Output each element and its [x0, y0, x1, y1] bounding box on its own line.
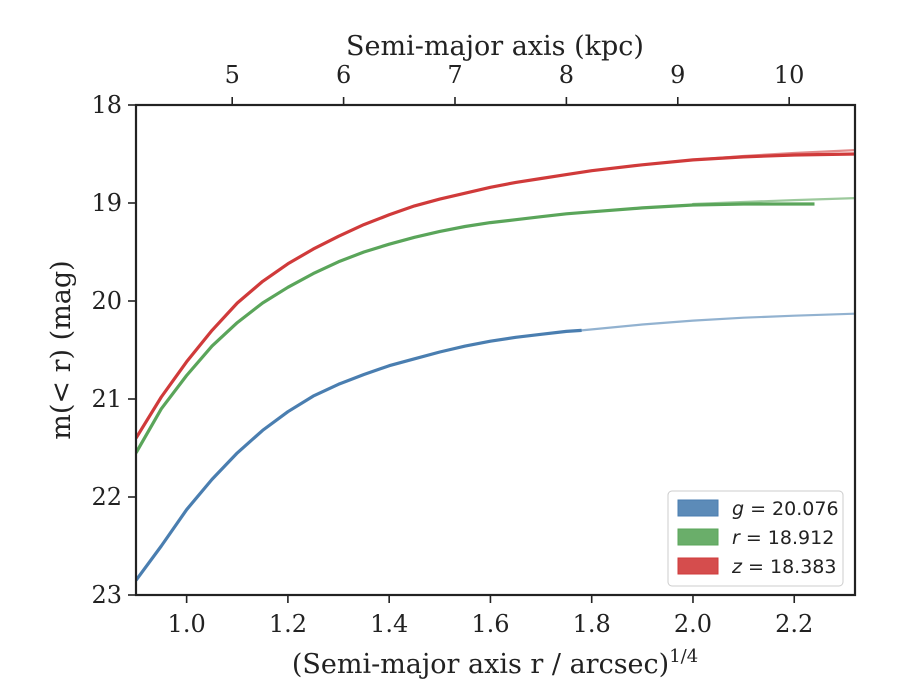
top-tick-label: 8	[559, 61, 574, 89]
series-line-r	[136, 202, 815, 454]
top-tick-label: 5	[225, 61, 240, 89]
y-tick-label: 21	[91, 385, 122, 413]
x-axis-ticks: 1.0 1.2 1.4 1.6 1.8 2.0 2.2	[168, 595, 813, 638]
legend-label-r: r = 18.912	[732, 527, 834, 549]
legend-swatch-r	[677, 528, 719, 546]
y-tick-label: 19	[91, 189, 122, 217]
series-extrapolation-g	[580, 312, 855, 332]
top-tick-label: 9	[670, 61, 685, 89]
top-axis-ticks: 5 6 7 8 9 10	[225, 61, 805, 105]
x-tick-label: 1.8	[573, 610, 611, 638]
x-axis-label: (Semi-major axis r / arcsec)1/4	[292, 646, 698, 680]
y-axis-label: m(< r) (mag)	[46, 260, 77, 439]
top-tick-label: 6	[336, 61, 351, 89]
y-tick-label: 22	[91, 483, 122, 511]
legend: g = 20.076 r = 18.912 z = 18.383	[667, 490, 844, 587]
plot-frame	[134, 103, 857, 597]
legend-swatch-g	[677, 499, 719, 517]
top-tick-label: 10	[774, 61, 805, 89]
y-tick-label: 20	[91, 287, 122, 315]
x-tick-label: 2.2	[775, 610, 813, 638]
y-tick-label: 18	[91, 91, 122, 119]
x-tick-label: 1.4	[370, 610, 408, 638]
series-layer	[136, 149, 855, 582]
series-line-g	[136, 328, 582, 582]
x-axis-label-main: (Semi-major axis r / arcsec)	[292, 649, 669, 680]
top-axis-label: Semi-major axis (kpc)	[346, 31, 644, 62]
legend-swatch-z	[677, 557, 719, 575]
x-tick-label: 2.0	[674, 610, 712, 638]
y-tick-label: 23	[91, 581, 122, 609]
x-tick-label: 1.6	[471, 610, 509, 638]
x-axis-label-exponent: 1/4	[669, 646, 698, 667]
x-tick-label: 1.0	[168, 610, 206, 638]
series-line-z	[136, 152, 855, 440]
top-tick-label: 7	[447, 61, 462, 89]
y-axis-ticks: 18 19 20 21 22 23	[91, 91, 136, 609]
legend-label-z: z = 18.383	[731, 556, 836, 578]
x-tick-label: 1.2	[269, 610, 307, 638]
legend-label-g: g = 20.076	[732, 498, 839, 520]
